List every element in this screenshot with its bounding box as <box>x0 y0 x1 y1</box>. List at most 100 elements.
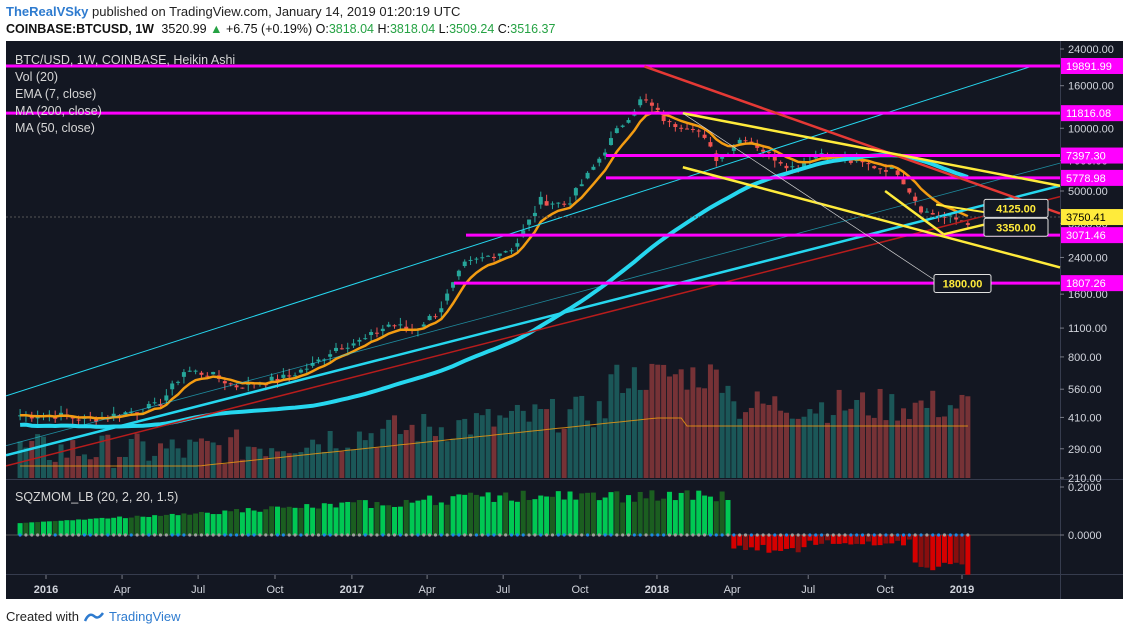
volume-bar <box>684 389 690 478</box>
volume-bar <box>427 426 433 478</box>
sqzmom-bar <box>292 507 298 535</box>
squeeze-dot <box>498 533 502 537</box>
chart-area[interactable]: 24000.0016000.0010000.007000.005000.0035… <box>6 41 1123 599</box>
y-tick-label: 560.00 <box>1068 384 1102 396</box>
sqzmom-bar <box>725 500 731 535</box>
candle-body <box>456 270 461 277</box>
sqzmom-bar <box>819 535 825 544</box>
squeeze-dot <box>468 533 473 537</box>
candle-body <box>316 359 321 362</box>
squeeze-dot <box>545 533 549 537</box>
ma50-line <box>19 153 969 429</box>
volume-bar <box>918 400 924 478</box>
chart-canvas[interactable]: 24000.0016000.0010000.007000.005000.0035… <box>6 41 1123 599</box>
sqzmom-bar <box>795 535 801 553</box>
candle-body <box>357 339 362 342</box>
candle-body <box>585 172 590 179</box>
volume-bar <box>766 404 772 478</box>
tradingview-brand[interactable]: TradingView <box>108 609 181 624</box>
sqzmom-bar <box>596 500 602 535</box>
volume-bar <box>58 444 64 478</box>
y-tick-label: 16000.00 <box>1068 81 1114 93</box>
volume-ma-line <box>20 417 968 467</box>
sqzmom-bar <box>544 496 550 535</box>
sqzmom-bar <box>392 506 398 535</box>
squeeze-dot <box>416 533 420 537</box>
squeeze-dot <box>147 533 151 537</box>
volume-bar <box>789 418 795 478</box>
interval-label: 1W <box>135 22 154 36</box>
volume-bar <box>772 396 778 478</box>
candle-body <box>29 416 34 419</box>
candle-body <box>790 166 795 168</box>
volume-bar <box>52 461 58 478</box>
squeeze-dot <box>240 533 245 537</box>
volume-bar <box>666 376 672 478</box>
sqzmom-bar <box>743 535 749 550</box>
candle-body <box>152 402 157 404</box>
squeeze-dot <box>550 533 555 537</box>
volume-bar <box>707 364 713 478</box>
sqzmom-bar <box>801 535 807 548</box>
sqzmom-bar <box>754 535 760 551</box>
candle-body <box>527 219 532 225</box>
y-tick-label: 410.00 <box>1068 412 1102 424</box>
candle-body <box>451 282 456 288</box>
sqzmom-bar <box>327 503 333 535</box>
squeeze-dot <box>176 533 180 537</box>
target-callout <box>983 198 1049 218</box>
level-tag-label: 7397.30 <box>1066 151 1106 163</box>
current-price-tag <box>1061 209 1123 226</box>
volume-bar <box>181 457 187 478</box>
squeeze-dot <box>907 533 911 537</box>
candle-body <box>439 308 444 313</box>
candle-body <box>427 315 432 321</box>
sqzmom-bar <box>936 535 942 567</box>
sqzmom-bar <box>555 491 561 535</box>
squeeze-dot <box>714 533 718 537</box>
yellow-wedge-a <box>884 190 945 236</box>
sqzmom-bar <box>64 520 70 535</box>
candle-body <box>398 324 403 326</box>
level-tag <box>1061 169 1123 186</box>
volume-bar <box>649 363 655 478</box>
squeeze-dot <box>679 533 683 537</box>
candle-body <box>597 158 602 163</box>
sqzmom-bar <box>789 535 795 549</box>
sqzmom-bar <box>368 508 374 535</box>
volume-bar <box>760 403 766 478</box>
squeeze-dot <box>942 533 947 537</box>
sqzmom-bar <box>631 501 637 535</box>
candle-body <box>281 374 286 378</box>
sqzmom-bar <box>111 517 117 535</box>
sqzmom-bar <box>450 496 456 535</box>
candle-body <box>913 196 918 201</box>
volume-bar <box>608 374 614 478</box>
squeeze-dot <box>182 533 186 537</box>
sqzmom-bar <box>122 518 128 535</box>
volume-bar <box>158 443 163 478</box>
squeeze-dot <box>410 533 414 537</box>
y-tick-label: 10000.00 <box>1068 123 1114 135</box>
candle-body <box>620 125 625 127</box>
target-callout-label: 4125.00 <box>996 203 1036 215</box>
target-callout <box>983 217 1049 237</box>
candle-body <box>269 376 274 381</box>
volume-bar <box>895 420 901 478</box>
squeeze-dot <box>872 533 876 537</box>
candle-body <box>579 184 584 187</box>
sqzmom-bar <box>339 502 345 535</box>
author-link[interactable]: TheRealVSky <box>6 4 89 19</box>
sqzmom-bar <box>713 501 719 535</box>
volume-bar <box>678 369 684 478</box>
volume-bar <box>906 418 912 478</box>
candle-body <box>954 217 959 220</box>
squeeze-dot <box>445 533 449 537</box>
volume-bar <box>941 416 947 478</box>
sqzmom-bar <box>678 492 684 535</box>
candle-body <box>205 375 210 377</box>
squeeze-dot <box>966 533 970 537</box>
squeeze-dot <box>749 533 753 537</box>
candle-body <box>889 166 894 169</box>
volume-bar <box>596 401 602 478</box>
